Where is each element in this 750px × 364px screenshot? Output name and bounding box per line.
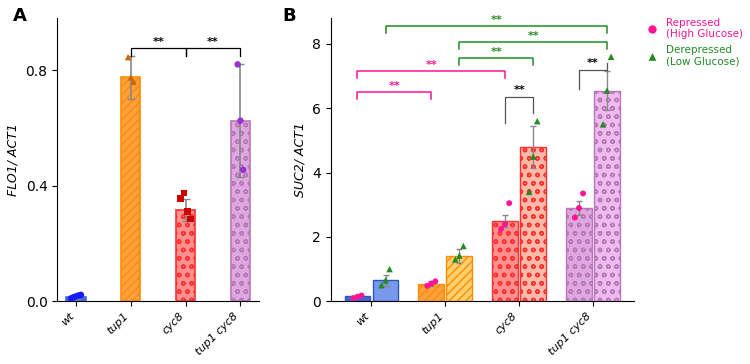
Point [495, 226, 507, 232]
Point [65, 296, 77, 301]
Point [601, 88, 613, 94]
Point [380, 277, 392, 283]
Bar [373, 280, 398, 301]
Text: B: B [282, 7, 296, 25]
Text: **: ** [587, 58, 598, 68]
Point [597, 122, 609, 127]
Point [73, 293, 85, 298]
Text: **: ** [425, 60, 437, 70]
Point [458, 243, 470, 249]
Point [182, 209, 194, 215]
Point [376, 282, 388, 288]
Point [524, 189, 536, 195]
Bar [492, 221, 518, 301]
Point [425, 281, 437, 286]
Point [235, 118, 247, 124]
Point [232, 62, 244, 67]
Point [128, 79, 140, 84]
Point [184, 216, 196, 222]
Point [70, 293, 82, 299]
Text: **: ** [388, 80, 400, 91]
Point [569, 215, 581, 221]
Point [453, 253, 465, 258]
Point [429, 278, 441, 284]
Text: A: A [13, 7, 27, 25]
Point [383, 266, 395, 272]
Y-axis label: FLO1/ ACT1: FLO1/ ACT1 [7, 123, 20, 196]
Bar [566, 208, 592, 301]
Text: **: ** [152, 37, 164, 47]
Point [605, 54, 617, 60]
Text: **: ** [527, 31, 539, 41]
Point [352, 294, 364, 300]
Point [531, 118, 543, 124]
Point [175, 196, 187, 202]
Point [422, 283, 434, 289]
Bar [67, 297, 86, 301]
Bar [344, 296, 370, 301]
Point [68, 294, 80, 300]
Point [178, 190, 190, 196]
Text: **: ** [513, 86, 525, 95]
Point [124, 75, 136, 80]
Bar [446, 256, 472, 301]
Bar [594, 91, 620, 301]
Text: **: ** [490, 15, 502, 25]
Point [449, 257, 461, 262]
Point [356, 293, 368, 298]
Point [122, 54, 134, 60]
Bar [176, 210, 195, 301]
Text: **: ** [490, 47, 502, 57]
Point [75, 292, 87, 298]
Bar [419, 284, 444, 301]
Point [577, 191, 589, 197]
Bar [231, 121, 250, 301]
Point [237, 167, 249, 173]
Bar [122, 78, 140, 301]
Point [573, 205, 585, 211]
Bar [520, 147, 546, 301]
Point [527, 154, 539, 159]
Point [503, 200, 515, 206]
Point [347, 295, 359, 301]
Text: **: ** [207, 37, 219, 47]
Point [500, 221, 512, 227]
Y-axis label: SUC2/ ACT1: SUC2/ ACT1 [293, 122, 307, 197]
Legend: Repressed
(High Glucose), Derepressed
(Low Glucose): Repressed (High Glucose), Derepressed (L… [642, 18, 743, 66]
